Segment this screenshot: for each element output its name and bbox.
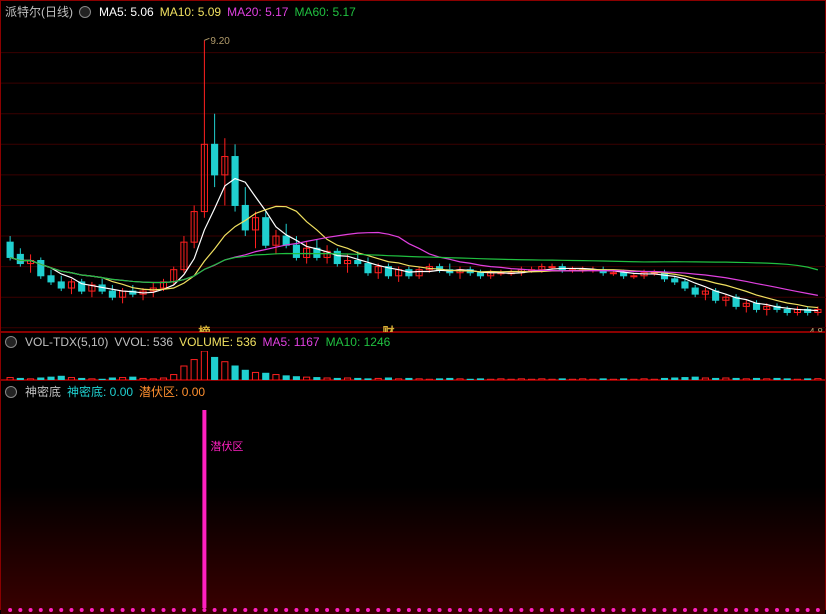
price-chart-panel[interactable]: 派特尔(日线) MA5: 5.06 MA10: 5.09 MA20: 5.17 … xyxy=(0,0,826,332)
ma5-label: MA5: 5.06 xyxy=(99,5,154,19)
high-price-label: 9.20 xyxy=(210,36,229,47)
volume-panel[interactable]: VOL-TDX(5,10) VVOL: 536 VOLUME: 536 MA5:… xyxy=(0,332,826,380)
price-header: 派特尔(日线) MA5: 5.06 MA10: 5.09 MA20: 5.17 … xyxy=(1,1,825,22)
volume-chart[interactable] xyxy=(1,351,825,381)
indicator-title: 神密底 xyxy=(25,383,61,400)
ma10-label: MA10: 5.09 xyxy=(160,5,221,19)
volume-label: VOLUME: 536 xyxy=(179,335,256,349)
indicator-v1-label: 神密底: 0.00 xyxy=(67,383,133,400)
indicator-panel[interactable]: 神密底 神密底: 0.00 潜伏区: 0.00 潜伏区 xyxy=(0,380,826,610)
indicator-v2-label: 潜伏区: 0.00 xyxy=(139,383,205,400)
vol-ma10-label: MA10: 1246 xyxy=(326,335,391,349)
indicator-chart[interactable]: 潜伏区 xyxy=(1,402,825,614)
vol-title: VOL-TDX(5,10) xyxy=(25,335,108,349)
indicator-header: 神密底 神密底: 0.00 潜伏区: 0.00 xyxy=(1,381,825,402)
toggle-icon[interactable] xyxy=(5,386,17,398)
spike-label: 潜伏区 xyxy=(210,438,243,454)
ma60-label: MA60: 5.17 xyxy=(294,5,355,19)
stock-title: 派特尔(日线) xyxy=(5,3,73,20)
price-chart[interactable]: 9.204.8榜财 xyxy=(1,22,825,340)
toggle-icon[interactable] xyxy=(79,6,91,18)
ma20-label: MA20: 5.17 xyxy=(227,5,288,19)
vol-ma5-label: MA5: 1167 xyxy=(262,335,319,349)
vvol-label: VVOL: 536 xyxy=(114,335,173,349)
volume-header: VOL-TDX(5,10) VVOL: 536 VOLUME: 536 MA5:… xyxy=(1,333,825,351)
toggle-icon[interactable] xyxy=(5,336,17,348)
